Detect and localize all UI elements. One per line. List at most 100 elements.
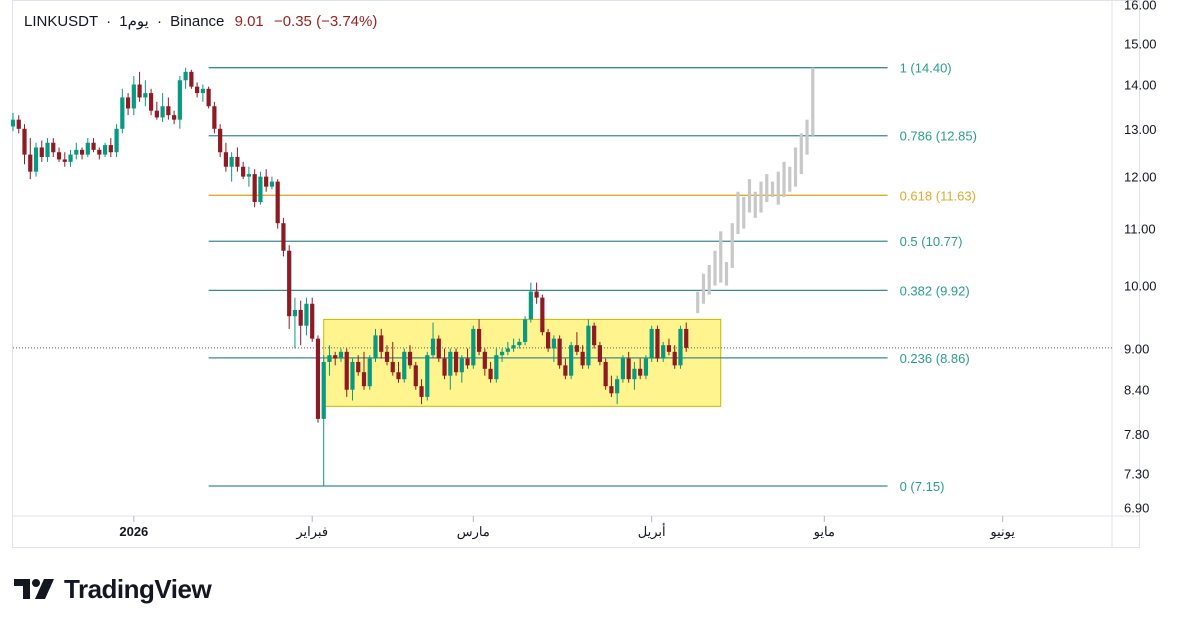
candle-body xyxy=(678,328,683,366)
candle-body xyxy=(218,128,223,153)
candle-body xyxy=(603,361,608,387)
candle-body xyxy=(85,142,90,155)
candle-body xyxy=(563,365,568,376)
candle-body xyxy=(379,335,384,352)
projection-bar xyxy=(701,273,706,304)
x-tick-label: مايو xyxy=(813,524,835,540)
candle-body xyxy=(97,149,102,155)
fib-level-label: 0.382 (9.92) xyxy=(900,283,970,298)
x-tick-label: 2026 xyxy=(119,524,148,539)
x-tick-label: يونيو xyxy=(989,524,1015,540)
candle-body xyxy=(269,181,275,187)
y-tick-label: 11.00 xyxy=(1124,222,1156,237)
brand-name: TradingView xyxy=(64,573,212,604)
candle-body xyxy=(223,152,228,167)
candle-body xyxy=(333,355,338,359)
candle-body xyxy=(310,303,315,339)
candle-body xyxy=(183,71,188,81)
candle-body xyxy=(241,166,246,177)
candle-body xyxy=(292,309,298,317)
candle-body xyxy=(482,351,487,369)
y-tick-label: 9.00 xyxy=(1124,342,1149,357)
candle-body xyxy=(511,345,516,349)
projection-bar xyxy=(713,250,717,286)
candle-body xyxy=(557,338,562,366)
candle-body xyxy=(62,159,67,162)
candle-body xyxy=(195,86,200,94)
candle-body xyxy=(108,145,113,153)
candle-body xyxy=(258,176,263,203)
candle-body xyxy=(356,361,361,373)
projection-bar xyxy=(736,191,740,235)
projection-bar xyxy=(759,181,763,213)
candle-body xyxy=(28,154,33,172)
projection-bar xyxy=(765,174,769,203)
candle-body xyxy=(321,361,326,419)
chart-frame xyxy=(12,0,1140,548)
x-tick-label: مارس xyxy=(457,524,490,540)
candle-body xyxy=(574,345,579,352)
projection-bar xyxy=(696,291,700,314)
tradingview-brand[interactable]: TradingView xyxy=(14,573,212,604)
candle-body xyxy=(287,250,292,317)
candle-body xyxy=(45,142,50,158)
candle-body xyxy=(102,145,108,155)
candle-body xyxy=(148,93,154,111)
candle-body xyxy=(154,110,159,118)
y-tick-label: 6.90 xyxy=(1124,500,1149,515)
candle-body xyxy=(384,351,390,362)
candle-body xyxy=(499,351,505,356)
candle-body xyxy=(298,309,303,326)
y-tick-label: 7.80 xyxy=(1124,427,1149,442)
candle-body xyxy=(626,358,631,380)
candle-body xyxy=(436,338,441,359)
candle-body xyxy=(615,379,620,394)
interval-label[interactable]: 1يوم xyxy=(119,13,149,30)
candle-body xyxy=(200,88,205,94)
candle-body xyxy=(419,386,424,397)
candle-body xyxy=(229,157,234,167)
candle-body xyxy=(143,93,148,98)
projection-bar xyxy=(753,191,757,218)
chart-canvas[interactable]: 16.00 15.00 14.00 13.00 12.00 11.00 10.00 9.00 8… xyxy=(0,0,1200,560)
candle-body xyxy=(91,142,96,150)
y-tick-label: 7.30 xyxy=(1124,467,1149,482)
projection-bar xyxy=(747,179,752,213)
candle-body xyxy=(505,348,510,352)
projection-bar xyxy=(788,166,792,192)
y-tick-label: 16.00 xyxy=(1124,0,1157,13)
candle-body xyxy=(160,106,165,118)
candle-body xyxy=(407,351,413,366)
candle-body xyxy=(114,128,119,153)
candle-body xyxy=(315,338,321,419)
candle-body xyxy=(74,149,79,155)
candle-body xyxy=(522,319,528,342)
candle-body xyxy=(597,345,603,362)
candle-body xyxy=(10,119,16,127)
candle-body xyxy=(442,358,447,376)
projection-bar xyxy=(776,171,780,205)
candle-body xyxy=(655,328,660,359)
projection-bar xyxy=(793,147,798,187)
candle-body xyxy=(546,332,551,349)
projection-bar xyxy=(805,119,809,155)
y-tick-label: 8.40 xyxy=(1124,383,1149,398)
candle-body xyxy=(459,358,464,373)
candle-body xyxy=(609,386,614,394)
candle-body xyxy=(344,351,349,390)
fib-level-label: 0 (7.15) xyxy=(900,479,945,494)
projection-bar xyxy=(742,196,746,229)
candle-body xyxy=(246,174,252,177)
candle-body xyxy=(672,351,677,366)
candle-body xyxy=(51,142,56,153)
candle-body xyxy=(517,341,522,346)
candle-body xyxy=(471,328,476,366)
candle-body xyxy=(350,361,355,390)
candle-body xyxy=(137,84,142,98)
y-tick-label: 13.00 xyxy=(1124,122,1157,137)
price-change: −0.35 xyxy=(273,13,312,30)
candle-body xyxy=(373,335,378,359)
candle-body xyxy=(131,84,136,109)
symbol-name[interactable]: LINKUSDT xyxy=(24,13,98,30)
candle-body xyxy=(453,351,459,373)
